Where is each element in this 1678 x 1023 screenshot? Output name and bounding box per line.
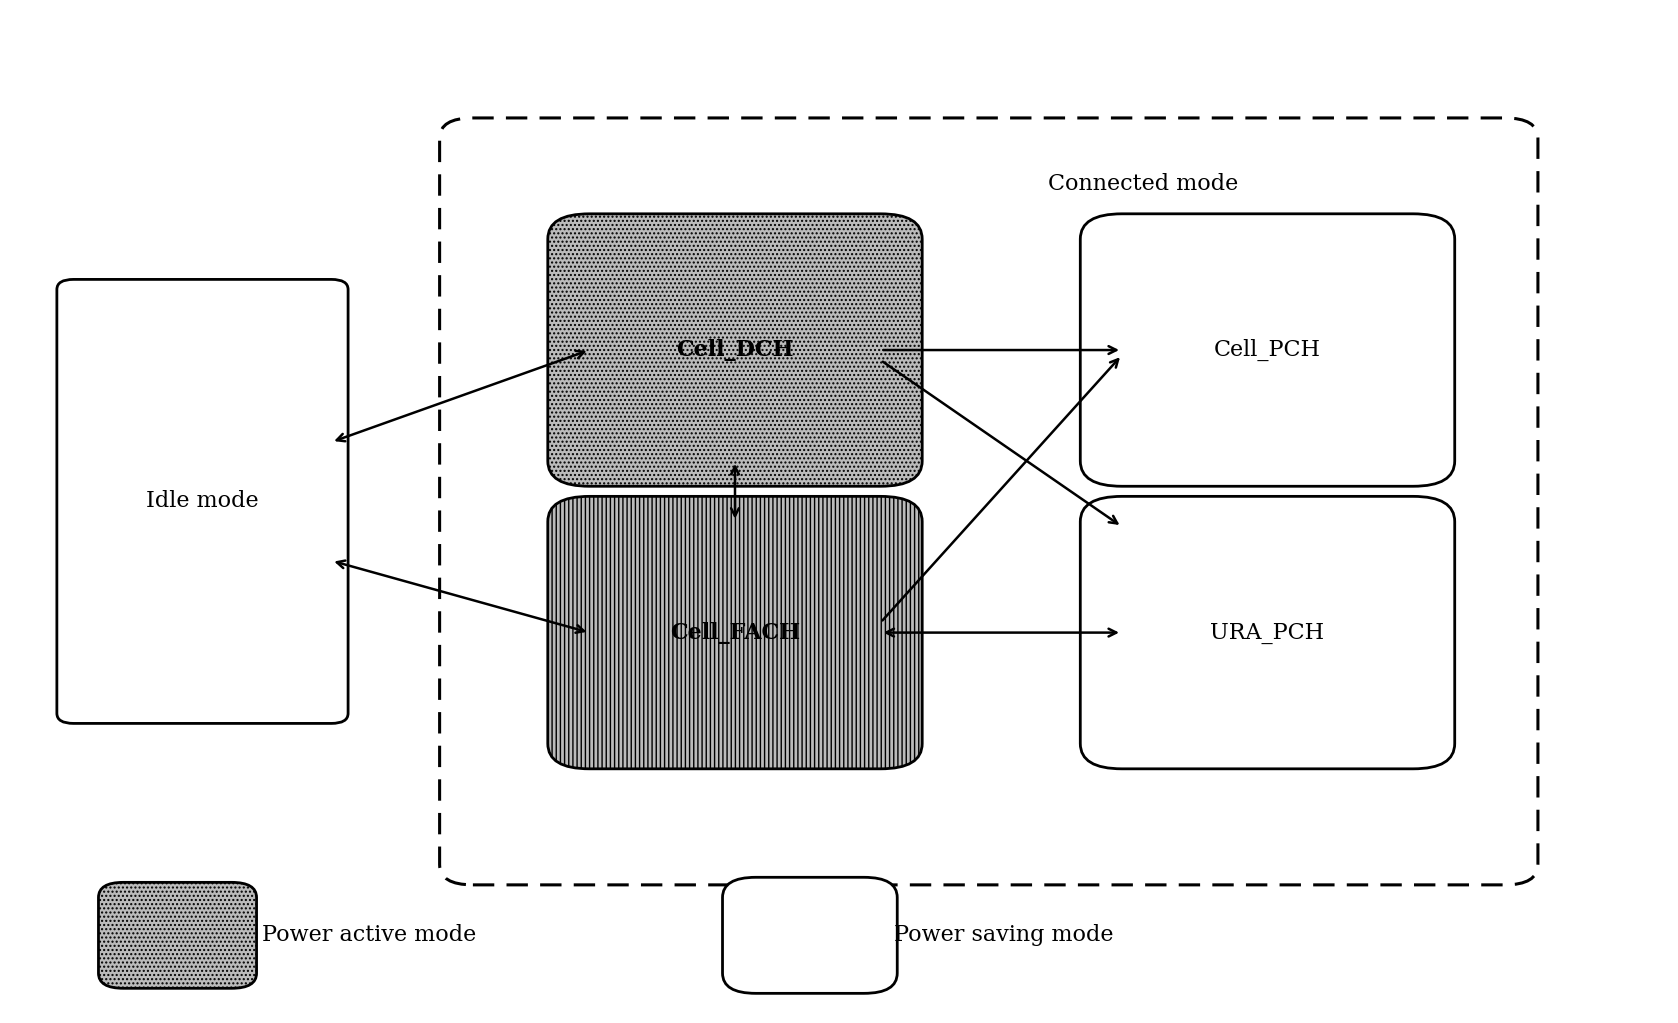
Text: Cell_FACH: Cell_FACH xyxy=(670,622,800,643)
Text: Power active mode: Power active mode xyxy=(262,925,477,946)
Text: Idle mode: Idle mode xyxy=(146,490,258,513)
FancyBboxPatch shape xyxy=(57,279,347,723)
Text: Cell_PCH: Cell_PCH xyxy=(1213,339,1321,361)
FancyBboxPatch shape xyxy=(547,214,923,486)
FancyBboxPatch shape xyxy=(547,496,923,769)
Text: Connected mode: Connected mode xyxy=(1049,174,1238,195)
Text: Power saving mode: Power saving mode xyxy=(894,925,1114,946)
Text: Cell_DCH: Cell_DCH xyxy=(676,339,794,361)
FancyBboxPatch shape xyxy=(1081,214,1455,486)
FancyBboxPatch shape xyxy=(723,878,898,993)
FancyBboxPatch shape xyxy=(440,118,1539,885)
Text: URA_PCH: URA_PCH xyxy=(1210,622,1324,643)
FancyBboxPatch shape xyxy=(99,883,257,988)
FancyBboxPatch shape xyxy=(1081,496,1455,769)
